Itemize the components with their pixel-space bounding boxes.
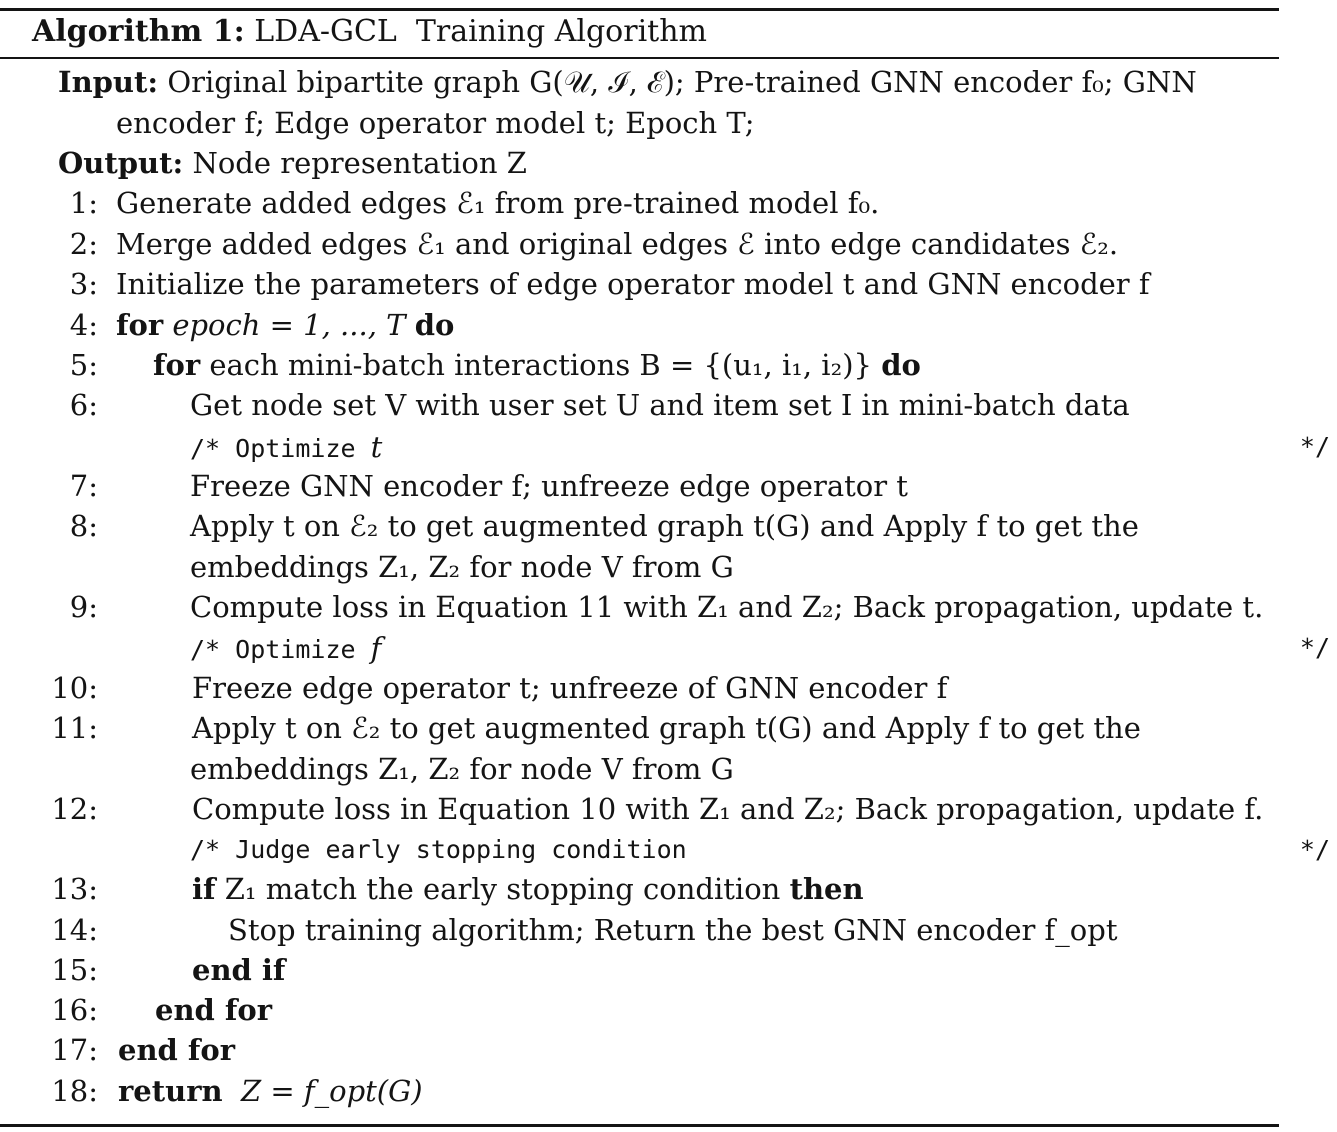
step-text: Compute loss in Equation 11 with Z₁ and …: [190, 590, 1264, 624]
output-label: Output:: [58, 146, 184, 180]
bottom-rule: [0, 1124, 1279, 1127]
algorithm-name: LDA-GCL Training Algorithm: [254, 14, 708, 49]
keyword-for: for: [116, 308, 164, 342]
step-text: Get node set V with user set U and item …: [190, 388, 1130, 422]
step-line: for epoch = 1, ..., T do: [116, 305, 454, 345]
comment-optimize-t: /* Optimize t */: [190, 427, 1330, 469]
step-text: Merge added edges ℰ₁ and original edges …: [116, 227, 1119, 261]
top-rule: [0, 8, 1279, 11]
keyword-then: then: [789, 872, 864, 906]
algorithm-title: Algorithm 1: LDA-GCL Training Algorithm: [32, 12, 707, 52]
step-number: 14:: [51, 913, 98, 947]
comment-open: /* Judge early stopping condition: [190, 835, 687, 864]
step-number: 8:: [69, 509, 98, 543]
comment-close: */: [1299, 633, 1330, 662]
step-number: 1:: [69, 186, 98, 220]
keyword-do: do: [881, 348, 921, 382]
comment-close: */: [1299, 835, 1330, 864]
step-text: Freeze edge operator t; unfreeze of GNN …: [192, 671, 948, 705]
algorithm-label: Algorithm 1:: [32, 14, 245, 49]
step-text: Freeze GNN encoder f; unfreeze edge oper…: [190, 469, 908, 503]
step-number: 5:: [69, 348, 98, 382]
keyword-end-for: end for: [118, 1033, 236, 1067]
step-text: epoch = 1, ..., T: [172, 308, 406, 342]
step-number: 16:: [51, 993, 98, 1027]
step-number: 13:: [51, 872, 98, 906]
step-text: each mini-batch interactions B = {(u₁, i…: [209, 348, 872, 382]
input-line: Input: Original bipartite graph G(𝒰, ℐ, …: [58, 62, 1197, 102]
step-number: 2:: [69, 227, 98, 261]
step-number: 11:: [51, 711, 98, 745]
comment-arg: f: [370, 631, 382, 665]
keyword-for: for: [153, 348, 201, 382]
step-text-continued: embeddings Z₁, Z₂ for node V from G: [190, 550, 734, 584]
comment-open: /* Optimize: [190, 434, 356, 463]
keyword-return: return: [118, 1074, 223, 1108]
comment-early-stopping: /* Judge early stopping condition */: [190, 830, 1330, 870]
step-line: for each mini-batch interactions B = {(u…: [153, 345, 921, 385]
step-text: Stop training algorithm; Return the best…: [228, 913, 1118, 947]
keyword-end-if: end if: [192, 953, 286, 987]
step-number: 7:: [69, 469, 98, 503]
step-number: 12:: [51, 792, 98, 826]
step-number: 15:: [51, 953, 98, 987]
header-rule: [0, 57, 1279, 59]
input-text-1: Original bipartite graph G(𝒰, ℐ, ℰ); Pre…: [167, 65, 1197, 99]
step-text: Z = f_opt(G): [241, 1074, 423, 1108]
step-number: 3:: [69, 267, 98, 301]
comment-open: /* Optimize: [190, 635, 356, 664]
step-number: 6:: [69, 388, 98, 422]
keyword-if: if: [192, 872, 216, 906]
step-number: 9:: [69, 590, 98, 624]
step-text-continued: embeddings Z₁, Z₂ for node V from G: [190, 752, 734, 786]
step-text: Apply t on ℰ₂ to get augmented graph t(G…: [190, 509, 1139, 543]
step-number: 4:: [69, 308, 98, 342]
step-number: 10:: [51, 671, 98, 705]
input-line-continued: encoder f; Edge operator model t; Epoch …: [116, 103, 755, 143]
step-number: 17:: [51, 1033, 98, 1067]
output-line: Output: Node representation Z: [58, 143, 527, 183]
input-label: Input:: [58, 65, 159, 99]
step-line: if Z₁ match the early stopping condition…: [192, 869, 864, 909]
step-text: Initialize the parameters of edge operat…: [116, 267, 1150, 301]
step-text: Apply t on ℰ₂ to get augmented graph t(G…: [192, 711, 1141, 745]
step-text: Z₁ match the early stopping condition: [224, 872, 781, 906]
step-line: return Z = f_opt(G): [118, 1071, 423, 1111]
keyword-do: do: [414, 308, 455, 342]
step-text: Compute loss in Equation 10 with Z₁ and …: [192, 792, 1264, 826]
step-text: Generate added edges ℰ₁ from pre-trained…: [116, 186, 880, 220]
comment-arg: t: [370, 430, 383, 464]
output-text: Node representation Z: [192, 146, 527, 180]
keyword-end-for: end for: [155, 993, 273, 1027]
input-text-2: encoder f; Edge operator model t; Epoch …: [116, 106, 755, 140]
step-number: 18:: [51, 1074, 98, 1108]
comment-close: */: [1299, 432, 1330, 461]
comment-optimize-f: /* Optimize f */: [190, 628, 1330, 670]
